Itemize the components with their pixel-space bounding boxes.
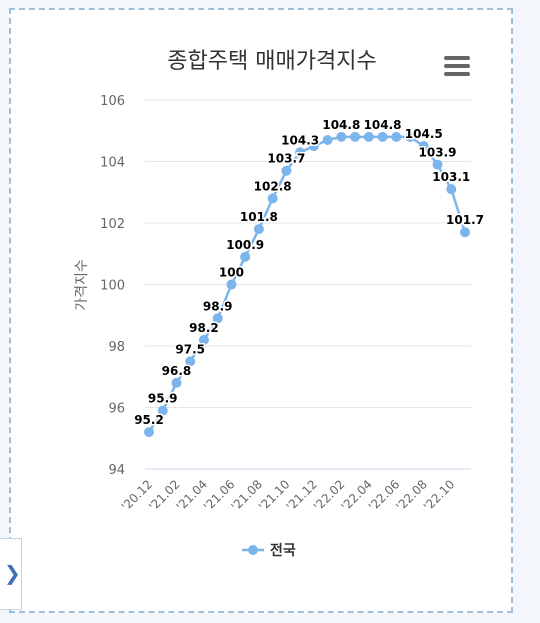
data-point[interactable] xyxy=(405,131,416,142)
data-label: 103.9 xyxy=(419,146,457,160)
data-label: 100 xyxy=(219,266,244,280)
data-point[interactable] xyxy=(171,377,182,388)
data-point[interactable] xyxy=(322,134,333,145)
hamburger-menu-icon xyxy=(444,56,470,60)
data-label: 102.8 xyxy=(254,179,292,193)
data-point[interactable] xyxy=(253,224,264,235)
data-point[interactable] xyxy=(295,147,306,158)
y-tick-label: 94 xyxy=(108,463,125,478)
data-point[interactable] xyxy=(432,159,443,170)
side-expand-button[interactable]: ❯ xyxy=(0,538,22,610)
data-label: 96.8 xyxy=(162,364,192,378)
data-label: 98.2 xyxy=(189,321,219,335)
data-label: 104.8 xyxy=(364,118,402,132)
data-point[interactable] xyxy=(157,405,168,416)
data-point[interactable] xyxy=(185,356,196,367)
legend-marker-icon xyxy=(248,545,258,555)
data-point[interactable] xyxy=(212,313,223,324)
chart-menu-button[interactable] xyxy=(444,56,470,78)
data-label: 104.3 xyxy=(281,133,319,147)
data-point[interactable] xyxy=(336,131,347,142)
data-label: 104.8 xyxy=(322,118,360,132)
y-tick-label: 106 xyxy=(100,94,125,109)
y-tick-label: 104 xyxy=(100,156,125,171)
data-point[interactable] xyxy=(226,279,237,290)
data-label: 95.9 xyxy=(148,392,178,406)
x-tick-label: '22.10 xyxy=(421,477,458,514)
y-tick-label: 98 xyxy=(108,340,125,355)
data-point[interactable] xyxy=(350,131,361,142)
chevron-right-icon: ❯ xyxy=(4,561,21,585)
data-point[interactable] xyxy=(240,251,251,262)
data-point[interactable] xyxy=(391,131,402,142)
chart-panel xyxy=(9,8,513,613)
y-tick-label: 100 xyxy=(100,279,125,294)
data-point[interactable] xyxy=(281,165,292,176)
data-label: 103.1 xyxy=(432,170,470,184)
legend-label: 전국 xyxy=(270,542,296,559)
data-point[interactable] xyxy=(144,427,154,438)
data-point[interactable] xyxy=(198,334,209,345)
y-tick-label: 102 xyxy=(100,217,125,232)
data-label: 97.5 xyxy=(175,342,205,356)
legend[interactable]: 전국 xyxy=(242,542,296,559)
data-label: 95.2 xyxy=(134,413,164,427)
y-tick-label: 96 xyxy=(108,402,125,417)
data-label: 104.5 xyxy=(405,127,443,141)
data-point[interactable] xyxy=(308,141,319,152)
data-label: 103.7 xyxy=(267,152,305,166)
data-point[interactable] xyxy=(460,227,470,238)
data-point[interactable] xyxy=(363,131,374,142)
data-point[interactable] xyxy=(446,184,457,195)
data-label: 101.8 xyxy=(240,210,278,224)
data-label: 98.9 xyxy=(203,299,233,313)
chart-title: 종합주택 매매가격지수 xyxy=(167,49,376,74)
data-point[interactable] xyxy=(418,141,429,152)
data-label: 100.9 xyxy=(226,238,264,252)
data-point[interactable] xyxy=(267,193,278,204)
data-point[interactable] xyxy=(377,131,388,142)
data-label: 101.7 xyxy=(446,213,484,227)
y-axis-title: 가격지수 xyxy=(74,259,90,311)
